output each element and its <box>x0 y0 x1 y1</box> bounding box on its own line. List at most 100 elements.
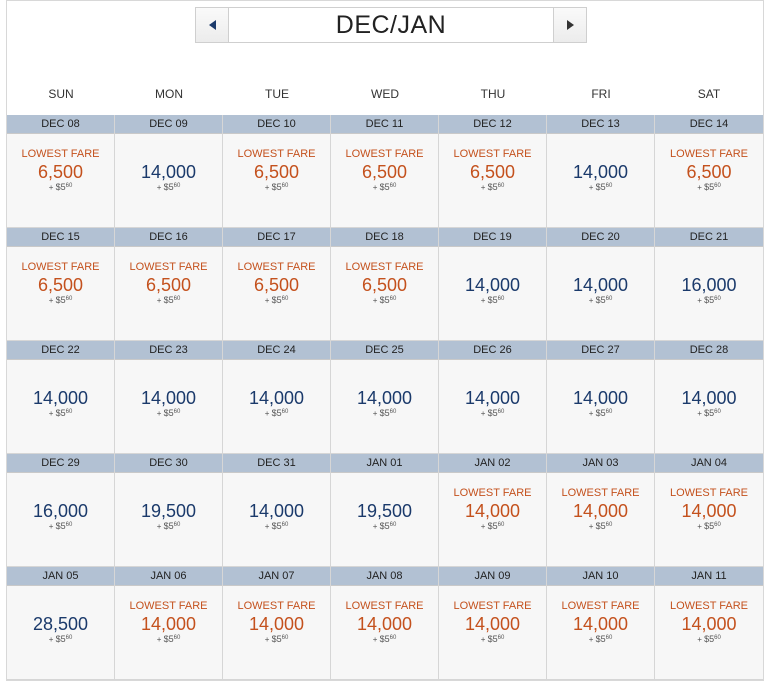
tax-dollars: $5 <box>271 295 282 305</box>
fare-info: LOWEST FARE 6,500 + $560 <box>331 260 438 305</box>
tax-prefix: + <box>697 296 702 305</box>
day-cell[interactable]: JAN 07 LOWEST FARE 14,000 + $560 <box>223 567 331 680</box>
tax-prefix: + <box>264 409 270 418</box>
day-cell[interactable]: DEC 20 14,000 + $560 <box>547 228 655 341</box>
lowest-fare-label <box>439 260 546 274</box>
day-date: JAN 10 <box>547 567 654 586</box>
miles-price: 14,000 <box>572 275 629 295</box>
day-cell[interactable]: DEC 18 LOWEST FARE 6,500 + $560 <box>331 228 439 341</box>
day-cell[interactable]: JAN 10 LOWEST FARE 14,000 + $560 <box>547 567 655 680</box>
day-date: DEC 26 <box>439 341 546 360</box>
fare-info: LOWEST FARE 14,000 + $560 <box>655 599 763 644</box>
fare-info: LOWEST FARE 6,500 + $560 <box>223 147 330 192</box>
day-cell[interactable]: JAN 04 LOWEST FARE 14,000 + $560 <box>655 454 763 567</box>
day-cell[interactable]: JAN 05 28,500 + $560 <box>7 567 115 680</box>
tax-dollars: $5 <box>271 182 282 192</box>
tax-amount: + $560 <box>7 182 114 192</box>
tax-amount: + $560 <box>547 634 654 644</box>
tax-prefix: + <box>264 296 270 305</box>
day-cell[interactable]: DEC 09 14,000 + $560 <box>115 115 223 228</box>
day-cell[interactable]: DEC 14 LOWEST FARE 6,500 + $560 <box>655 115 763 228</box>
day-cell[interactable]: DEC 08 LOWEST FARE 6,500 + $560 <box>7 115 115 228</box>
tax-dollars: $5 <box>487 634 498 644</box>
day-cell[interactable]: JAN 09 LOWEST FARE 14,000 + $560 <box>439 567 547 680</box>
fare-info: LOWEST FARE 14,000 + $560 <box>223 599 330 644</box>
fare-info: 14,000 + $560 <box>439 260 546 305</box>
tax-prefix: + <box>372 183 378 192</box>
tax-amount: + $560 <box>331 295 438 305</box>
tax-amount: + $560 <box>115 295 222 305</box>
day-cell[interactable]: DEC 10 LOWEST FARE 6,500 + $560 <box>223 115 331 228</box>
tax-dollars: $5 <box>55 295 66 305</box>
day-cell[interactable]: DEC 24 14,000 + $560 <box>223 341 331 454</box>
tax-prefix: + <box>48 183 54 192</box>
lowest-fare-label <box>547 147 654 161</box>
day-cell[interactable]: DEC 16 LOWEST FARE 6,500 + $560 <box>115 228 223 341</box>
miles-price: 6,500 <box>253 162 300 182</box>
day-cell[interactable]: DEC 15 LOWEST FARE 6,500 + $560 <box>7 228 115 341</box>
day-cell[interactable]: DEC 27 14,000 + $560 <box>547 341 655 454</box>
tax-amount: + $560 <box>331 521 438 531</box>
tax-amount: + $560 <box>547 182 654 192</box>
day-cell[interactable]: DEC 30 19,500 + $560 <box>115 454 223 567</box>
day-cell[interactable]: DEC 17 LOWEST FARE 6,500 + $560 <box>223 228 331 341</box>
tax-cents: 60 <box>714 183 721 189</box>
day-cell[interactable]: DEC 23 14,000 + $560 <box>115 341 223 454</box>
day-cell[interactable]: DEC 29 16,000 + $560 <box>7 454 115 567</box>
day-date: DEC 17 <box>223 228 330 247</box>
day-date: JAN 06 <box>115 567 222 586</box>
lowest-fare-label: LOWEST FARE <box>345 261 424 273</box>
tax-dollars: $5 <box>163 521 174 531</box>
tax-prefix: + <box>480 635 486 644</box>
day-cell[interactable]: DEC 22 14,000 + $560 <box>7 341 115 454</box>
tax-dollars: $5 <box>163 295 174 305</box>
fare-info: 14,000 + $560 <box>115 373 222 418</box>
day-cell[interactable]: JAN 01 19,500 + $560 <box>331 454 439 567</box>
tax-cents: 60 <box>173 635 181 641</box>
miles-price: 14,000 <box>572 162 629 182</box>
day-cell[interactable]: DEC 11 LOWEST FARE 6,500 + $560 <box>331 115 439 228</box>
fare-info: 16,000 + $560 <box>7 486 114 531</box>
day-date: DEC 25 <box>331 341 438 360</box>
tax-amount: + $560 <box>655 521 763 531</box>
day-cell[interactable]: DEC 26 14,000 + $560 <box>439 341 547 454</box>
day-cell[interactable]: DEC 19 14,000 + $560 <box>439 228 547 341</box>
day-date: DEC 20 <box>547 228 654 247</box>
lowest-fare-label: LOWEST FARE <box>345 148 424 160</box>
miles-price: 14,000 <box>248 501 305 521</box>
tax-amount: + $560 <box>547 408 654 418</box>
miles-price: 6,500 <box>686 162 732 182</box>
tax-dollars: $5 <box>379 408 390 418</box>
miles-price: 14,000 <box>248 614 305 634</box>
lowest-fare-label: LOWEST FARE <box>21 261 100 273</box>
day-date: DEC 10 <box>223 115 330 134</box>
day-cell[interactable]: JAN 06 LOWEST FARE 14,000 + $560 <box>115 567 223 680</box>
day-cell[interactable]: JAN 11 LOWEST FARE 14,000 + $560 <box>655 567 763 680</box>
day-cell[interactable]: DEC 25 14,000 + $560 <box>331 341 439 454</box>
day-cell[interactable]: DEC 31 14,000 + $560 <box>223 454 331 567</box>
day-cell[interactable]: DEC 28 14,000 + $560 <box>655 341 763 454</box>
day-cell[interactable]: DEC 12 LOWEST FARE 6,500 + $560 <box>439 115 547 228</box>
tax-amount: + $560 <box>7 408 114 418</box>
miles-price: 6,500 <box>37 275 84 295</box>
previous-month-button[interactable] <box>196 8 229 42</box>
next-month-button[interactable] <box>553 8 586 42</box>
day-cell[interactable]: DEC 13 14,000 + $560 <box>547 115 655 228</box>
day-cell[interactable]: JAN 03 LOWEST FARE 14,000 + $560 <box>547 454 655 567</box>
tax-prefix: + <box>588 409 594 418</box>
lowest-fare-label <box>223 486 330 500</box>
day-date: DEC 27 <box>547 341 654 360</box>
day-date: JAN 07 <box>223 567 330 586</box>
tax-amount: + $560 <box>547 521 654 531</box>
tax-prefix: + <box>48 409 54 418</box>
fare-info: 19,500 + $560 <box>331 486 438 531</box>
tax-prefix: + <box>480 522 486 531</box>
miles-price: 6,500 <box>37 162 84 182</box>
tax-dollars: $5 <box>487 521 498 531</box>
tax-dollars: $5 <box>595 408 606 418</box>
day-cell[interactable]: JAN 08 LOWEST FARE 14,000 + $560 <box>331 567 439 680</box>
tax-cents: 60 <box>173 183 181 189</box>
day-cell[interactable]: DEC 21 16,000 + $560 <box>655 228 763 341</box>
day-cell[interactable]: JAN 02 LOWEST FARE 14,000 + $560 <box>439 454 547 567</box>
fare-info: LOWEST FARE 14,000 + $560 <box>547 599 654 644</box>
